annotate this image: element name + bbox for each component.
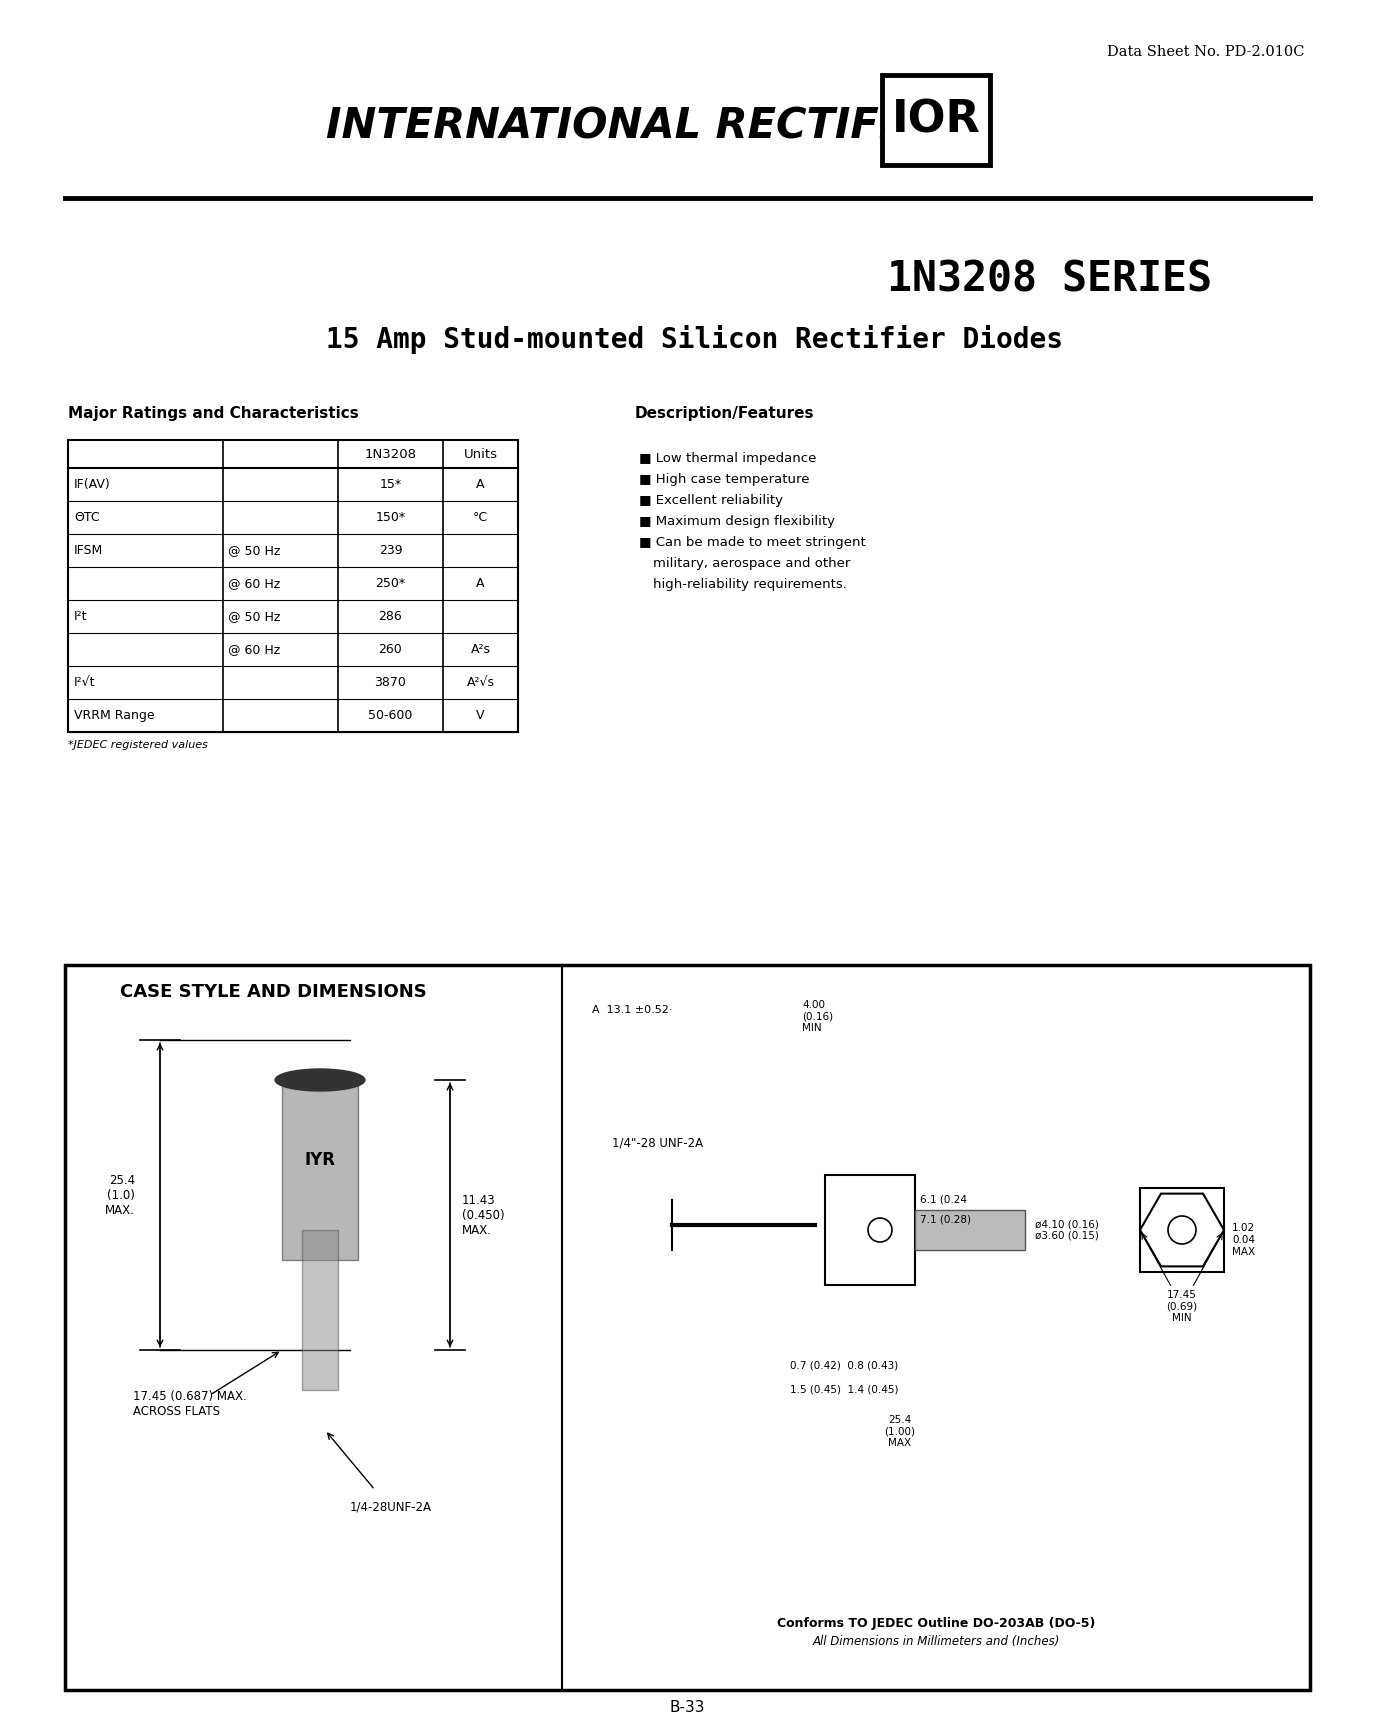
Text: 1/4"-28 UNF-2A: 1/4"-28 UNF-2A	[612, 1137, 703, 1150]
Text: high-reliability requirements.: high-reliability requirements.	[653, 579, 847, 591]
Text: 15 Amp Stud-mounted Silicon Rectifier Diodes: 15 Amp Stud-mounted Silicon Rectifier Di…	[326, 325, 1063, 354]
Bar	[65, 966, 1310, 1690]
Text: 3870: 3870	[374, 676, 407, 688]
Bar	[825, 1174, 914, 1286]
Text: 25.4
(1.0)
MAX.: 25.4 (1.0) MAX.	[104, 1173, 135, 1217]
Bar	[914, 1210, 1024, 1250]
Bar	[67, 440, 518, 733]
Text: @ 50 Hz: @ 50 Hz	[228, 609, 280, 623]
Text: VRRM Range: VRRM Range	[74, 709, 154, 722]
Text: 1N3208 SERIES: 1N3208 SERIES	[887, 259, 1213, 300]
Text: I²√t: I²√t	[74, 676, 95, 688]
Text: B-33: B-33	[670, 1700, 705, 1712]
Text: 15*: 15*	[380, 478, 402, 491]
Text: INTERNATIONAL RECTIFIER: INTERNATIONAL RECTIFIER	[326, 104, 954, 147]
Text: °C: °C	[473, 510, 488, 524]
Text: ■ Excellent reliability: ■ Excellent reliability	[639, 495, 782, 507]
Text: ■ Low thermal impedance: ■ Low thermal impedance	[639, 452, 817, 466]
Text: 260: 260	[378, 644, 403, 656]
Text: 1.02
0.04
MAX: 1.02 0.04 MAX	[1232, 1224, 1255, 1257]
Text: 50-600: 50-600	[368, 709, 412, 722]
Text: I²t: I²t	[74, 609, 88, 623]
Text: ■ High case temperature: ■ High case temperature	[639, 473, 810, 486]
Text: 1.5 (0.45)  1.4 (0.45): 1.5 (0.45) 1.4 (0.45)	[791, 1385, 898, 1395]
Text: IYR: IYR	[304, 1150, 336, 1169]
Text: @ 60 Hz: @ 60 Hz	[228, 577, 280, 591]
Text: 1N3208: 1N3208	[364, 447, 417, 461]
Text: Data Sheet No. PD-2.010C: Data Sheet No. PD-2.010C	[1107, 45, 1305, 58]
Text: Description/Features: Description/Features	[635, 406, 814, 421]
Text: 150*: 150*	[375, 510, 406, 524]
Text: ■ Can be made to meet stringent: ■ Can be made to meet stringent	[639, 536, 866, 550]
Text: Conforms TO JEDEC Outline DO-203AB (DO-5): Conforms TO JEDEC Outline DO-203AB (DO-5…	[777, 1618, 1094, 1630]
Text: 0.7 (0.42)  0.8 (0.43): 0.7 (0.42) 0.8 (0.43)	[791, 1359, 898, 1370]
Text: 7.1 (0.28): 7.1 (0.28)	[920, 1216, 971, 1226]
Text: 1/4-28UNF-2A: 1/4-28UNF-2A	[351, 1500, 432, 1513]
Text: ø4.10 (0.16)
ø3.60 (0.15): ø4.10 (0.16) ø3.60 (0.15)	[1035, 1219, 1099, 1241]
Text: A²s: A²s	[470, 644, 491, 656]
Text: IF(AV): IF(AV)	[74, 478, 111, 491]
Text: A²√s: A²√s	[466, 676, 495, 688]
Text: IFSM: IFSM	[74, 544, 103, 556]
Text: IOR: IOR	[891, 99, 980, 142]
Text: 11.43
(0.450)
MAX.: 11.43 (0.450) MAX.	[462, 1193, 505, 1236]
Text: *JEDEC registered values: *JEDEC registered values	[67, 740, 208, 750]
Ellipse shape	[275, 1068, 364, 1091]
Text: 17.45
(0.69)
MIN: 17.45 (0.69) MIN	[1166, 1291, 1198, 1323]
Text: 286: 286	[378, 609, 403, 623]
Bar	[302, 1229, 338, 1390]
Text: 239: 239	[378, 544, 403, 556]
Text: @ 60 Hz: @ 60 Hz	[228, 644, 280, 656]
Text: A  13.1 ±0.52·: A 13.1 ±0.52·	[593, 1005, 672, 1015]
Text: All Dimensions in Millimeters and (Inches): All Dimensions in Millimeters and (Inche…	[813, 1635, 1060, 1649]
Bar	[881, 75, 990, 164]
Text: CASE STYLE AND DIMENSIONS: CASE STYLE AND DIMENSIONS	[120, 983, 426, 1002]
Bar	[1140, 1188, 1224, 1272]
Text: Major Ratings and Characteristics: Major Ratings and Characteristics	[67, 406, 359, 421]
Text: military, aerospace and other: military, aerospace and other	[653, 556, 850, 570]
Bar	[282, 1080, 358, 1260]
Text: 6.1 (0.24: 6.1 (0.24	[920, 1195, 967, 1205]
Text: 17.45 (0.687) MAX.
ACROSS FLATS: 17.45 (0.687) MAX. ACROSS FLATS	[133, 1390, 246, 1418]
Text: 4.00
(0.16)
MIN: 4.00 (0.16) MIN	[802, 1000, 833, 1034]
Text: A: A	[476, 577, 485, 591]
Text: 25.4
(1.00)
MAX: 25.4 (1.00) MAX	[884, 1416, 916, 1448]
Text: @ 50 Hz: @ 50 Hz	[228, 544, 280, 556]
Text: A: A	[476, 478, 485, 491]
Text: ΘTC: ΘTC	[74, 510, 99, 524]
Text: ■ Maximum design flexibility: ■ Maximum design flexibility	[639, 515, 835, 527]
Text: 250*: 250*	[375, 577, 406, 591]
Text: Units: Units	[463, 447, 498, 461]
Text: V: V	[476, 709, 485, 722]
